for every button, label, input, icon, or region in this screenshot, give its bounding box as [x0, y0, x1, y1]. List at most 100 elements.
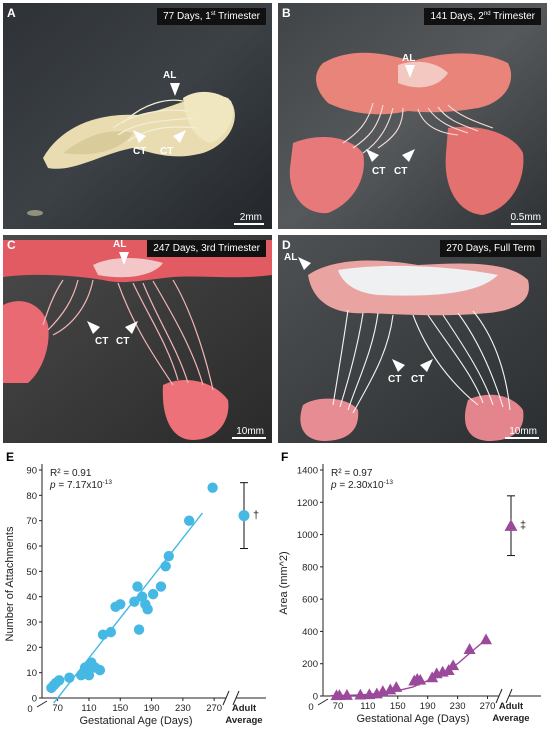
y-tick-label: 0 — [313, 692, 318, 703]
specimen-photo-a — [3, 3, 272, 229]
photo-panel-d: D 270 Days, Full Term AL CT CT 10mm — [278, 235, 547, 443]
x-tick-label: 150 — [112, 703, 128, 714]
adult-label: Adult — [232, 703, 257, 714]
y-axis-break-mark — [317, 698, 329, 706]
y-axis-label: Area (mm^2) — [278, 551, 290, 614]
origin-label: 0 — [27, 704, 32, 715]
data-point — [183, 515, 195, 526]
y-tick-label: 80 — [26, 491, 37, 502]
x-tick-label: 270 — [480, 701, 496, 712]
label-ct2-d: CT — [411, 374, 425, 385]
arrow-ct2-a-icon — [173, 130, 186, 143]
data-point — [132, 581, 143, 592]
data-point — [142, 604, 153, 615]
data-point — [94, 664, 106, 676]
arrow-ct2-c-icon — [125, 321, 138, 334]
axis-break-mark — [232, 690, 240, 706]
caption-c-main: 247 Days, 3rd Trimester — [153, 243, 260, 254]
y-tick-label: 50 — [26, 567, 37, 578]
arrow-ct1-a-icon — [133, 130, 146, 143]
data-point — [64, 672, 75, 683]
y-axis-break-mark — [36, 700, 48, 708]
y-tick-label: 1200 — [297, 498, 318, 509]
caption-a-main: 77 Days, 1 — [163, 11, 211, 22]
y-tick-label: 600 — [302, 595, 318, 606]
axis-break-mark — [505, 688, 513, 704]
p-value-label: p = 2.30x10-13 — [330, 479, 393, 491]
scale-bar-d — [505, 437, 539, 439]
scale-bar-a — [234, 223, 264, 225]
specimen-photo-c — [3, 235, 272, 443]
specimen-photo-d — [278, 235, 547, 443]
caption-d-main: 270 Days, Full Term — [446, 243, 535, 254]
significance-symbol: ‡ — [520, 520, 526, 532]
caption-d: 270 Days, Full Term — [440, 240, 541, 257]
x-axis-label: Gestational Age (Days) — [79, 715, 192, 727]
data-point — [447, 659, 460, 671]
scale-label-a: 2mm — [239, 212, 262, 223]
scale-label-b: 0.5mm — [510, 212, 541, 223]
y-tick-label: 90 — [26, 466, 37, 477]
data-point — [115, 599, 126, 610]
caption-a-tail: Trimester — [215, 11, 260, 22]
y-tick-label: 10 — [26, 668, 37, 679]
scale-label-c: 10mm — [236, 426, 264, 437]
label-ct1-d: CT — [388, 374, 402, 385]
chart-panel-f: 0 200 400 600 800 1000 1200 1400 70 110 150 190 230 2… — [275, 446, 550, 739]
y-tick-label: 0 — [32, 694, 37, 705]
data-point — [97, 629, 109, 640]
data-point — [480, 633, 493, 645]
arrow-al-a-icon — [170, 83, 180, 96]
label-ct2-b: CT — [394, 166, 408, 177]
arrow-al-d-icon — [298, 257, 311, 270]
label-al-d: AL — [284, 252, 298, 263]
x-tick-label: 70 — [333, 701, 344, 712]
area-chart: 0 200 400 600 800 1000 1200 1400 70 110 150 190 230 2… — [278, 464, 541, 725]
data-point — [340, 689, 353, 700]
data-point — [354, 688, 367, 700]
arrow-ct2-d-icon — [420, 359, 433, 372]
label-ct2-c: CT — [116, 336, 130, 347]
data-point — [207, 482, 218, 493]
photo-panel-a: A 77 Days, 1st Trimester AL CT CT 2mm — [3, 3, 272, 229]
data-point — [129, 596, 140, 607]
arrow-ct1-b-icon — [366, 149, 379, 162]
y-tick-label: 400 — [302, 627, 318, 638]
data-point — [83, 670, 95, 681]
data-point — [133, 624, 145, 635]
caption-b: 141 Days, 2nd Trimester — [424, 8, 541, 25]
y-tick-label: 40 — [26, 592, 37, 603]
x-tick-label: 110 — [81, 703, 96, 714]
r-squared-label: R² = 0.91 — [50, 468, 92, 479]
origin-label: 0 — [308, 702, 313, 713]
axis-break-mark — [495, 688, 503, 704]
x-axis-label: Gestational Age (Days) — [356, 713, 469, 725]
label-ct1-a: CT — [133, 146, 147, 157]
x-tick-label: 190 — [420, 701, 436, 712]
y-tick-label: 20 — [26, 643, 37, 654]
data-point — [160, 561, 171, 572]
x-tick-label: 70 — [52, 703, 63, 714]
data-point — [163, 550, 174, 562]
x-tick-label: 150 — [390, 701, 406, 712]
axis-break-mark — [222, 690, 230, 706]
panel-letter-f: F — [281, 450, 289, 464]
arrow-ct2-b-icon — [402, 149, 415, 162]
label-al-a: AL — [163, 70, 177, 81]
x-tick-label: 190 — [144, 703, 160, 714]
adult-average-point — [238, 510, 250, 522]
p-value-label: p = 7.17x10-13 — [49, 479, 112, 491]
y-tick-label: 30 — [26, 618, 37, 629]
caption-c: 247 Days, 3rd Trimester — [147, 240, 266, 257]
specimen-photo-b — [278, 3, 547, 229]
y-tick-label: 70 — [26, 516, 37, 527]
data-point — [414, 673, 427, 685]
label-ct1-c: CT — [95, 336, 109, 347]
arrow-al-b-icon — [405, 65, 415, 78]
scale-label-d: 10mm — [509, 426, 537, 437]
panel-letter-e: E — [6, 450, 15, 464]
data-point — [105, 626, 117, 638]
panel-letter-a: A — [7, 6, 16, 20]
adult-average-point — [504, 519, 518, 531]
y-tick-label: 800 — [302, 562, 318, 573]
